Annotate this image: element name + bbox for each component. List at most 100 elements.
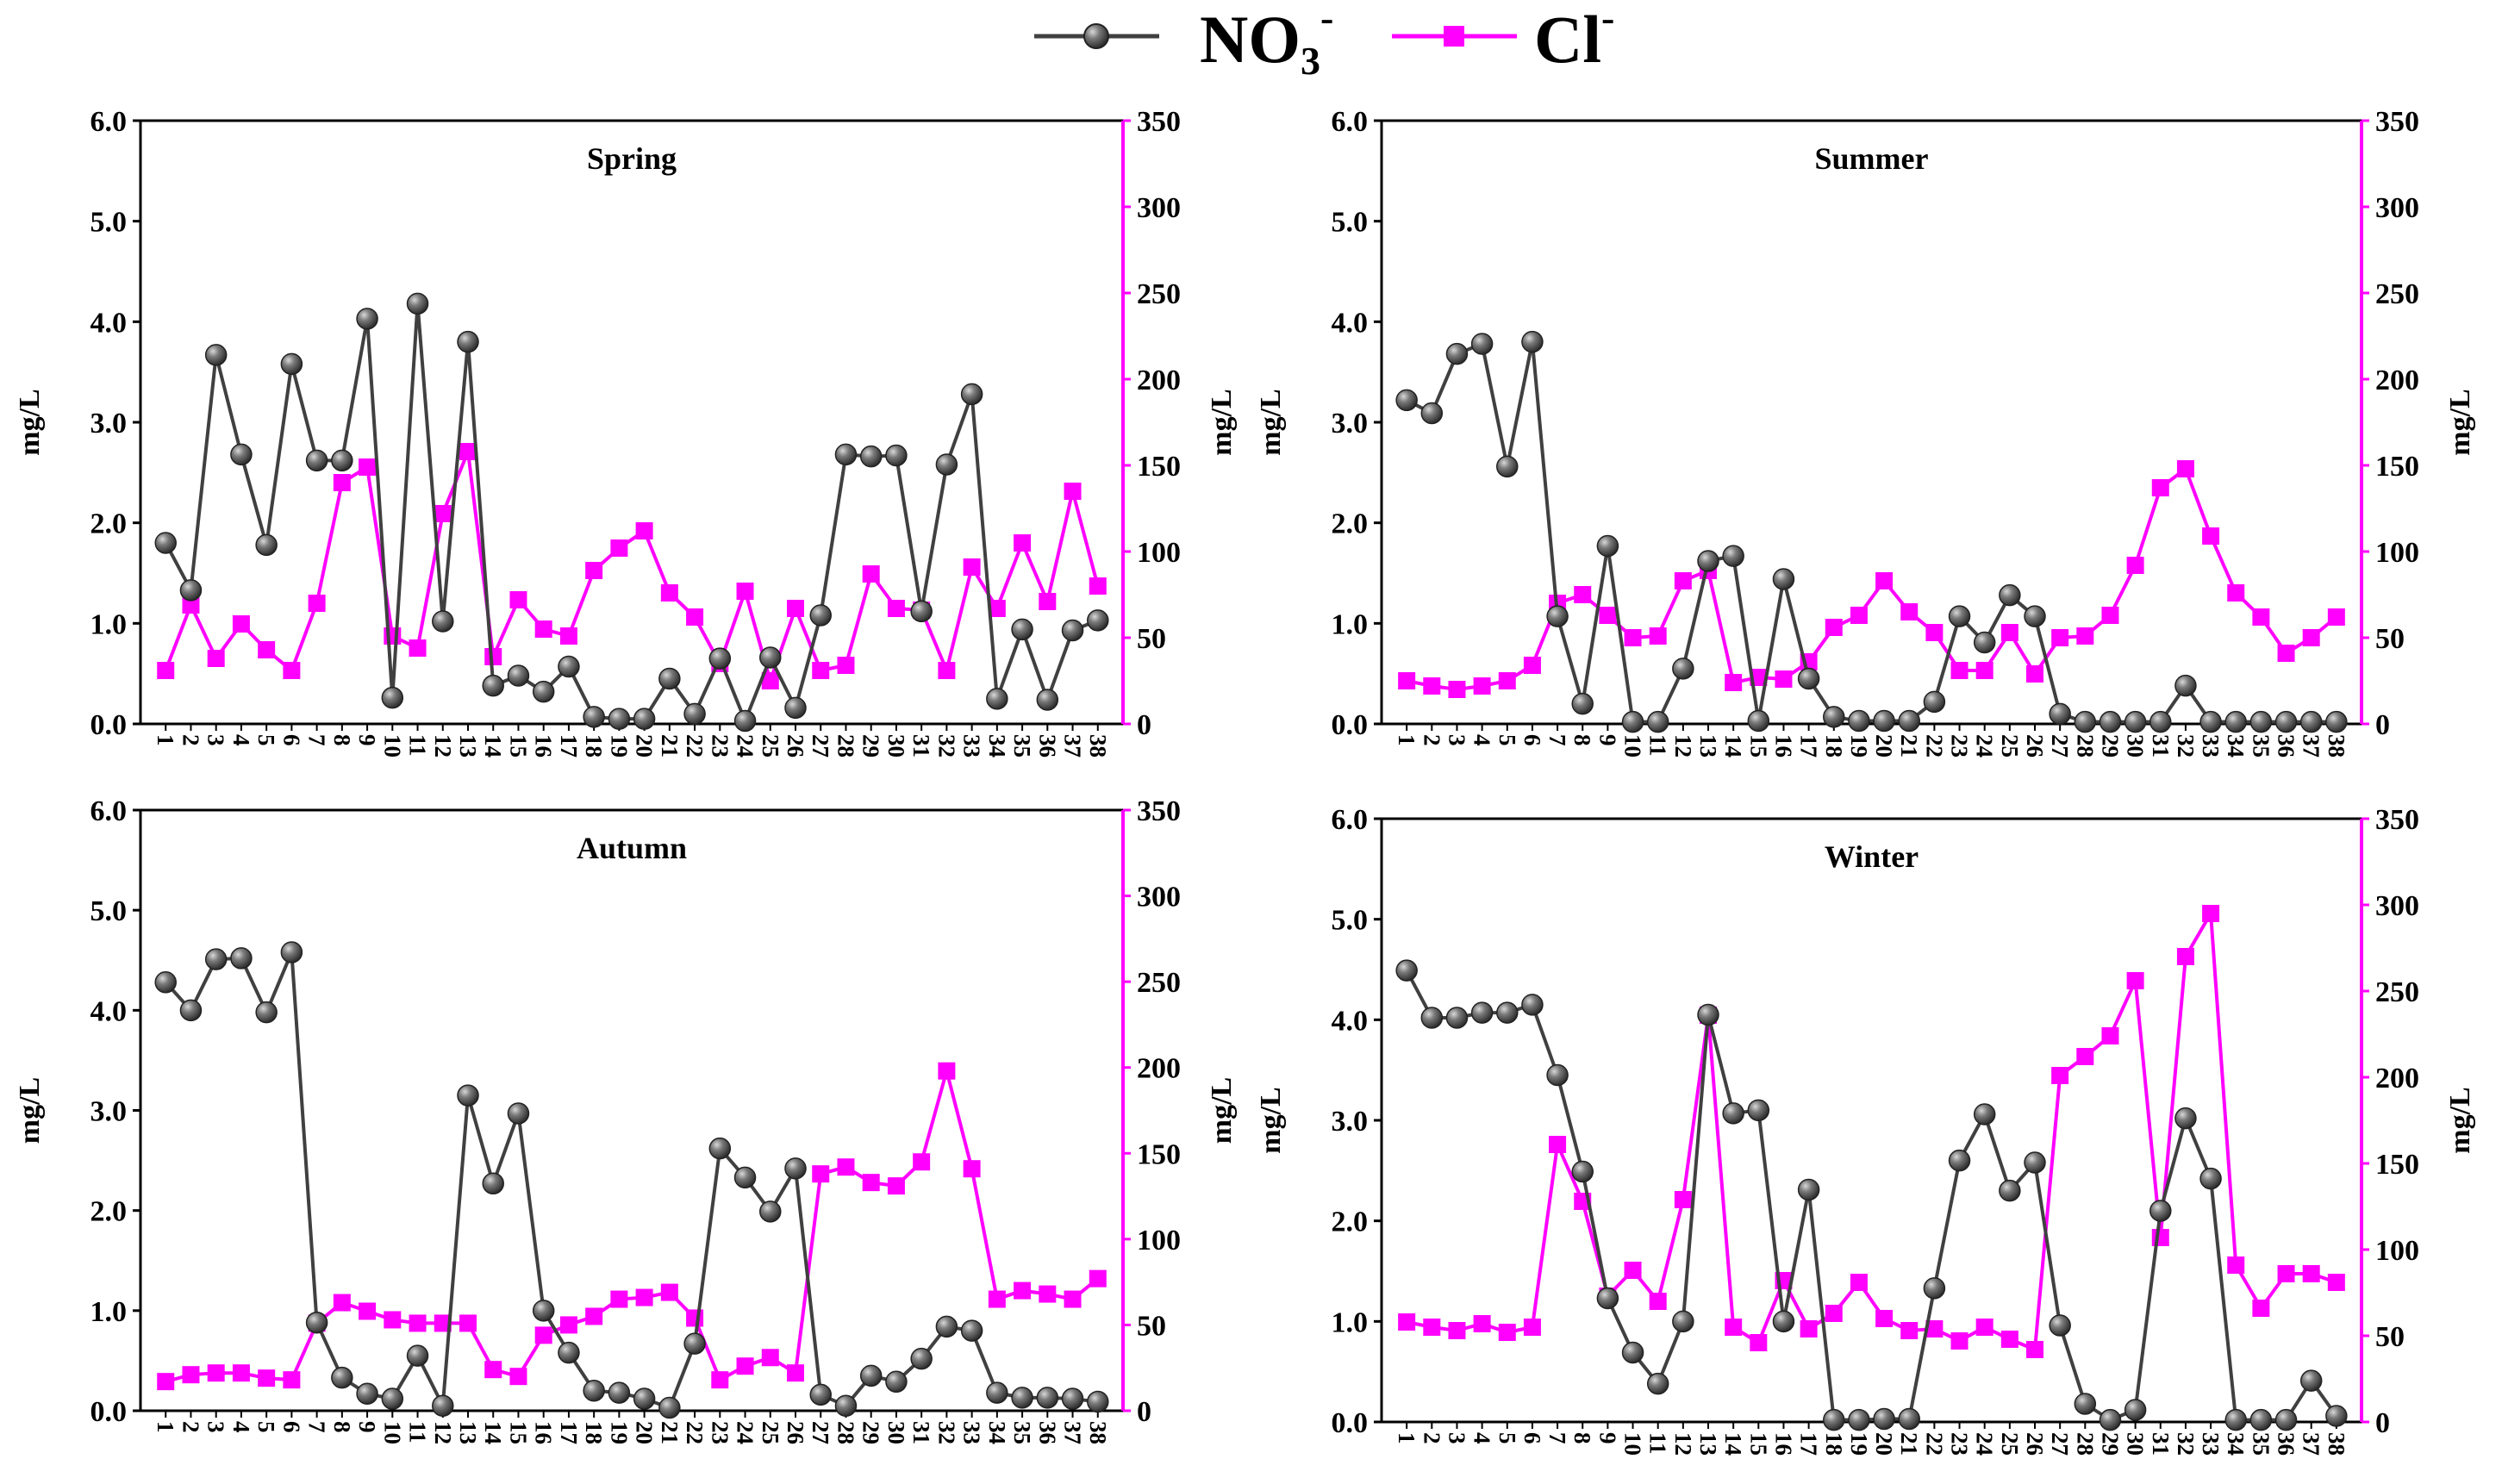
left-tick-label: 4.0 bbox=[1332, 307, 1369, 339]
category-label: 22 bbox=[1921, 734, 1947, 758]
no3-point bbox=[633, 708, 656, 730]
cl-series-line bbox=[1406, 907, 2337, 1352]
no3-point bbox=[1036, 1387, 1059, 1409]
category-label: 36 bbox=[1034, 734, 1060, 758]
no3-point bbox=[1646, 710, 1669, 733]
no3-point bbox=[532, 680, 555, 703]
category-label: 38 bbox=[2324, 734, 2349, 758]
no3-point bbox=[1848, 1408, 1870, 1431]
category-label: 28 bbox=[2072, 734, 2098, 758]
category-label: 2 bbox=[1419, 734, 1444, 746]
left-tick-label: 4.0 bbox=[1332, 1005, 1369, 1037]
no3-point bbox=[255, 533, 278, 557]
cl-point bbox=[938, 1062, 956, 1080]
cl-point bbox=[686, 608, 704, 626]
no3-point bbox=[1797, 1178, 1820, 1201]
category-label: 31 bbox=[908, 734, 934, 758]
category-label: 18 bbox=[1821, 734, 1847, 758]
cl-point bbox=[359, 1302, 377, 1320]
cl-point bbox=[1423, 677, 1441, 695]
no3-point bbox=[154, 532, 177, 554]
category-label: 19 bbox=[1846, 734, 1872, 758]
no3-point bbox=[1036, 689, 1059, 711]
category-label: 9 bbox=[1594, 1432, 1620, 1444]
cl-point bbox=[1875, 1310, 1894, 1327]
category-label: 29 bbox=[2097, 734, 2123, 758]
category-label: 10 bbox=[379, 734, 405, 758]
right-tick-label: 100 bbox=[1137, 537, 1181, 569]
left-tick-label: 4.0 bbox=[90, 995, 128, 1027]
legend-no3-marker bbox=[1083, 23, 1109, 49]
right-tick-label: 300 bbox=[1137, 192, 1181, 224]
no3-point bbox=[305, 1312, 328, 1334]
cl-point bbox=[1925, 624, 1944, 641]
category-label: 24 bbox=[1972, 1432, 1998, 1456]
left-tick-label: 0.0 bbox=[1332, 709, 1369, 741]
cl-point bbox=[207, 650, 225, 667]
left-tick-label: 2.0 bbox=[90, 508, 128, 540]
cl-point bbox=[1975, 1319, 1993, 1336]
cl-point bbox=[509, 1368, 527, 1386]
no3-point bbox=[1521, 994, 1544, 1016]
cl-point bbox=[635, 522, 653, 539]
category-label: 13 bbox=[455, 734, 481, 758]
no3-point bbox=[1470, 333, 1494, 355]
cl-point bbox=[1523, 1319, 1541, 1336]
cl-point bbox=[2302, 629, 2320, 646]
right-tick-label: 300 bbox=[2375, 890, 2419, 922]
no3-point bbox=[2325, 1405, 2348, 1427]
no3-point bbox=[935, 1315, 958, 1338]
cl-point bbox=[787, 600, 804, 617]
cl-point bbox=[484, 1361, 502, 1379]
cl-point bbox=[1725, 674, 1743, 691]
cl-point bbox=[1398, 672, 1416, 689]
panel-autumn: 0.0 1.0 2.0 3.0 4.0 5.0 6.0 0 50 100 150 200 250 300 3… bbox=[14, 795, 1238, 1444]
cl-point bbox=[2327, 1274, 2345, 1291]
category-label: 34 bbox=[984, 1421, 1010, 1444]
cl-series-line bbox=[164, 445, 1100, 687]
no3-point bbox=[2024, 1151, 2046, 1174]
category-label: 16 bbox=[531, 1421, 557, 1444]
no3-point bbox=[356, 1382, 378, 1406]
category-label: 7 bbox=[1544, 734, 1570, 746]
category-label: 35 bbox=[2248, 1432, 2274, 1456]
no3-point bbox=[859, 1364, 883, 1387]
left-tick-label: 0.0 bbox=[1332, 1407, 1369, 1439]
category-label: 18 bbox=[581, 1421, 607, 1444]
cl-point bbox=[2101, 607, 2119, 624]
left-axis-title: mg/L bbox=[14, 1077, 46, 1144]
no3-point bbox=[255, 1001, 278, 1024]
no3-point bbox=[608, 708, 631, 730]
no3-point bbox=[608, 1381, 631, 1404]
category-label: 24 bbox=[733, 734, 758, 758]
category-label: 32 bbox=[933, 1421, 959, 1444]
category-label: 29 bbox=[858, 1421, 884, 1444]
cl-point bbox=[1473, 1315, 1491, 1332]
panel-title: Autumn bbox=[577, 831, 687, 865]
cl-point bbox=[1089, 1269, 1107, 1288]
no3-point bbox=[1898, 1407, 1920, 1431]
category-label: 8 bbox=[1569, 1432, 1595, 1444]
category-label: 20 bbox=[1871, 734, 1897, 758]
cl-point bbox=[283, 1371, 301, 1389]
cl-point bbox=[1523, 657, 1541, 674]
no3-point bbox=[683, 702, 706, 726]
cl-point bbox=[635, 1288, 653, 1306]
no3-point bbox=[179, 999, 203, 1022]
category-label: 28 bbox=[2072, 1432, 2098, 1456]
category-label: 37 bbox=[2299, 1432, 2324, 1456]
cl-point bbox=[585, 562, 603, 579]
cl-point bbox=[887, 600, 905, 617]
cl-point bbox=[2277, 645, 2295, 662]
category-label: 21 bbox=[657, 734, 683, 758]
category-label: 6 bbox=[278, 1421, 304, 1433]
category-label: 35 bbox=[1009, 734, 1035, 758]
category-label: 6 bbox=[1519, 1432, 1545, 1444]
category-label: 36 bbox=[2274, 734, 2299, 758]
category-label: 3 bbox=[1444, 734, 1469, 746]
category-label: 33 bbox=[959, 1421, 985, 1444]
right-tick-label: 350 bbox=[1137, 795, 1181, 827]
right-tick-label: 350 bbox=[2375, 106, 2419, 138]
cl-point bbox=[2151, 1229, 2169, 1246]
category-label: 26 bbox=[783, 1421, 808, 1444]
